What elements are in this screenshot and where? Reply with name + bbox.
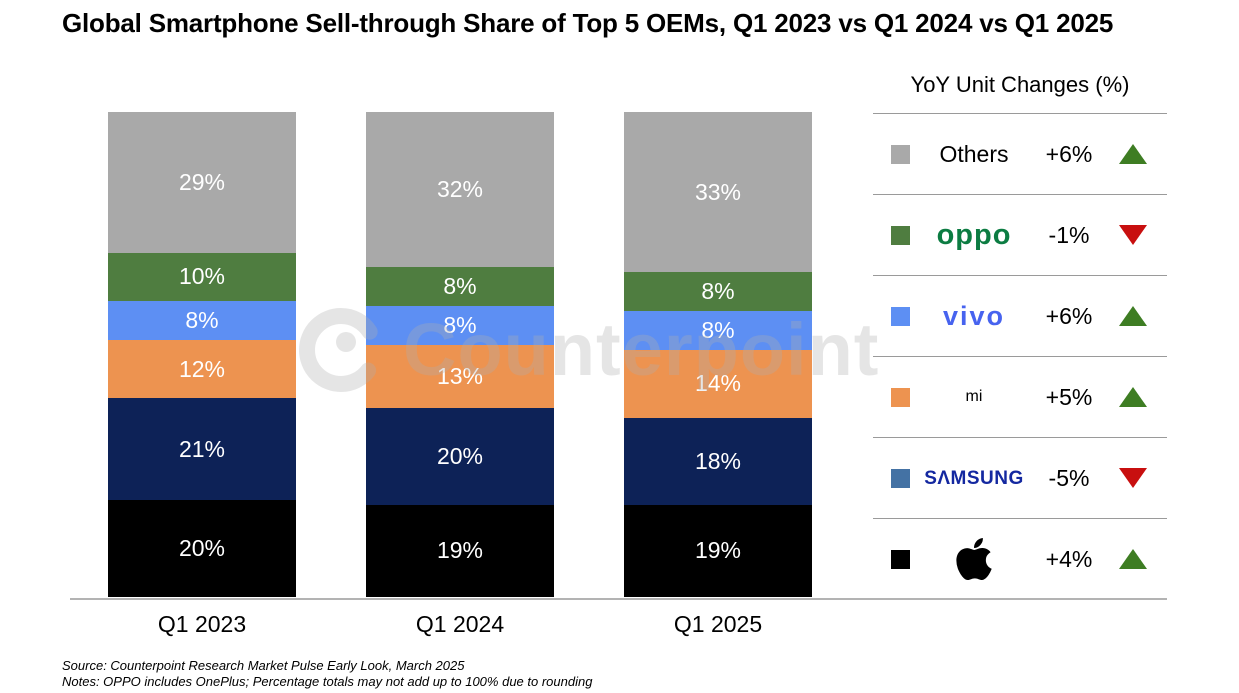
legend-title: YoY Unit Changes (%): [910, 72, 1130, 97]
bar-q1-2023: 29% 10% 8% 12% 21% 20%: [108, 112, 296, 597]
footer-source: Source: Counterpoint Research Market Pul…: [62, 658, 465, 673]
bar-value-label: 8%: [701, 316, 735, 343]
oppo-logo: oppo: [936, 218, 1012, 251]
legend-row-vivo: vivo +6%: [873, 275, 1167, 356]
bar-value-label: 12%: [178, 355, 226, 382]
legend-row-oppo: oppo -1%: [873, 194, 1167, 275]
trend-cell-samsung: [1100, 468, 1166, 488]
brand-cell-vivo: vivo: [910, 300, 1038, 331]
color-swatch-apple: [891, 549, 910, 569]
page-title: Global Smartphone Sell-through Share of …: [62, 8, 1114, 38]
bar-value-label: 20%: [178, 534, 226, 561]
bar-value-label: 33%: [694, 178, 742, 205]
up-triangle-icon: [1119, 144, 1147, 164]
bar-segment-vivo: 8%: [624, 310, 812, 350]
brand-cell-xiaomi: mi: [910, 388, 1038, 406]
up-triangle-icon: [1119, 387, 1147, 407]
yoy-value-samsung: -5%: [1048, 464, 1090, 491]
legend-rows: Others +6% oppo -1% vivo +6% mi +5% SΛMSUNG -5% +4…: [873, 113, 1167, 599]
yoy-value-oppo: -1%: [1048, 221, 1090, 248]
x-axis-label-q1-2023: Q1 2023: [157, 611, 247, 637]
trend-cell-apple: [1100, 549, 1166, 569]
legend-row-samsung: SΛMSUNG -5%: [873, 437, 1167, 518]
yoy-value-apple: +4%: [1045, 545, 1093, 572]
bar-value-label: 8%: [443, 273, 477, 300]
bar-segment-vivo: 8%: [366, 305, 554, 345]
legend-row-apple: +4%: [873, 518, 1167, 599]
bar-value-label: 8%: [185, 307, 219, 334]
x-axis-label-q1-2024: Q1 2024: [415, 611, 505, 637]
x-axis-line: [70, 598, 1167, 600]
brand-cell-samsung: SΛMSUNG: [910, 469, 1038, 488]
bar-value-label: 32%: [436, 176, 484, 203]
bar-segment-oppo: 8%: [624, 272, 812, 311]
bar-segment-vivo: 8%: [108, 301, 296, 340]
bar-segment-samsung: 20%: [366, 407, 554, 505]
stacked-bar-chart: 29% 10% 8% 12% 21% 20% 32% 8% 8% 13% 20% 19% 33% 8% 8%…: [70, 112, 1167, 637]
bar-segment-apple: 19%: [624, 504, 812, 597]
up-triangle-icon: [1119, 549, 1147, 569]
bar-segment-oppo: 10%: [108, 252, 296, 302]
color-swatch-oppo: [891, 225, 910, 245]
up-triangle-icon: [1119, 306, 1147, 326]
bar-segment-others: 32%: [366, 112, 554, 268]
bar-segment-xiaomi: 12%: [108, 339, 296, 399]
bar-value-label: 29%: [178, 168, 226, 195]
legend-row-others: Others +6%: [873, 113, 1167, 194]
yoy-value-vivo: +6%: [1045, 302, 1093, 329]
bar-value-label: 14%: [694, 370, 742, 397]
bar-segment-others: 33%: [624, 112, 812, 273]
samsung-logo: SΛMSUNG: [924, 467, 1024, 489]
bar-q1-2025: 33% 8% 8% 14% 18% 19%: [624, 112, 812, 597]
bar-segment-samsung: 21%: [108, 398, 296, 500]
bar-segment-xiaomi: 14%: [624, 349, 812, 418]
vivo-logo: vivo: [942, 300, 1006, 331]
apple-logo-icon: [956, 538, 992, 580]
bar-value-label: 18%: [694, 447, 742, 474]
bar-value-label: 13%: [436, 362, 484, 389]
brand-cell-others: Others: [910, 141, 1038, 168]
bar-segment-samsung: 18%: [624, 417, 812, 505]
footer-notes: Notes: OPPO includes OnePlus; Percentage…: [62, 674, 593, 689]
color-swatch-xiaomi: [891, 387, 910, 407]
bar-value-label: 19%: [436, 537, 484, 564]
xiaomi-logo: mi: [965, 388, 983, 405]
bar-q1-2024: 32% 8% 8% 13% 20% 19%: [366, 112, 554, 597]
bar-segment-xiaomi: 13%: [366, 344, 554, 408]
legend-label-others: Others: [939, 140, 1009, 167]
color-swatch-vivo: [891, 306, 910, 326]
bar-value-label: 8%: [443, 311, 477, 338]
trend-cell-vivo: [1100, 306, 1166, 326]
down-triangle-icon: [1119, 468, 1147, 488]
bar-segment-apple: 19%: [366, 504, 554, 597]
bar-segment-oppo: 8%: [366, 267, 554, 306]
color-swatch-others: [891, 144, 910, 164]
bar-value-label: 21%: [178, 435, 226, 462]
legend-row-xiaomi: mi +5%: [873, 356, 1167, 437]
footer: Source: Counterpoint Research Market Pul…: [62, 658, 592, 690]
trend-cell-xiaomi: [1100, 387, 1166, 407]
color-swatch-samsung: [891, 468, 910, 488]
yoy-value-xiaomi: +5%: [1045, 383, 1093, 410]
bar-segment-others: 29%: [108, 112, 296, 253]
bar-value-label: 19%: [694, 537, 742, 564]
yoy-legend-panel: YoY Unit Changes (%) Others +6% oppo -1% viv…: [873, 70, 1167, 599]
down-triangle-icon: [1119, 225, 1147, 245]
bar-segment-apple: 20%: [108, 499, 296, 597]
brand-cell-oppo: oppo: [910, 218, 1038, 251]
trend-cell-others: [1100, 144, 1166, 164]
yoy-value-others: +6%: [1045, 140, 1093, 167]
trend-cell-oppo: [1100, 225, 1166, 245]
brand-cell-apple: [910, 535, 1038, 583]
bar-value-label: 20%: [436, 442, 484, 469]
x-axis-label-q1-2025: Q1 2025: [673, 611, 763, 637]
bar-value-label: 8%: [701, 277, 735, 304]
bar-value-label: 10%: [178, 263, 226, 290]
